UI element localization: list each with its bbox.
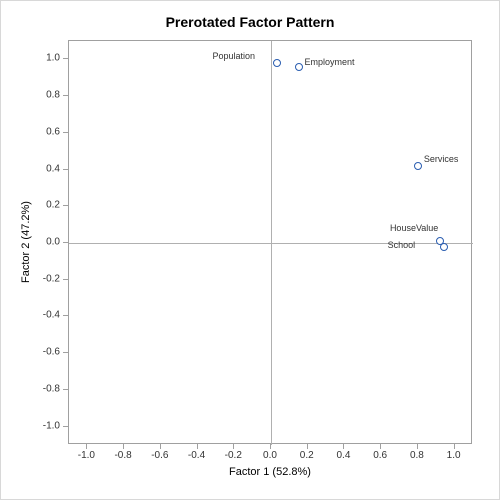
y-tick-mark [63,132,68,133]
x-tick-mark [233,444,234,449]
x-tick-label: 1.0 [447,450,461,461]
y-tick-label: -0.6 [43,347,60,358]
data-point [295,63,303,71]
y-tick-label: 0.6 [46,126,60,137]
y-tick-mark [63,315,68,316]
x-tick-mark [307,444,308,449]
x-tick-label: 0.0 [263,450,277,461]
y-tick-mark [63,169,68,170]
y-tick-label: 0.4 [46,163,60,174]
x-tick-mark [160,444,161,449]
x-tick-label: 0.4 [337,450,351,461]
factor-pattern-chart: Prerotated Factor Pattern Population Empl… [0,0,500,500]
x-tick-mark [197,444,198,449]
data-point-label: Employment [305,57,355,67]
x-tick-mark [417,444,418,449]
x-tick-label: 0.6 [373,450,387,461]
y-tick-mark [63,279,68,280]
x-tick-label: 0.8 [410,450,424,461]
x-tick-label: -1.0 [78,450,95,461]
x-tick-mark [454,444,455,449]
x-tick-mark [343,444,344,449]
chart-title: Prerotated Factor Pattern [0,14,500,30]
y-tick-mark [63,205,68,206]
x-tick-label: -0.4 [188,450,205,461]
y-tick-label: 0.0 [46,237,60,248]
y-tick-mark [63,95,68,96]
y-tick-label: -0.2 [43,273,60,284]
x-tick-mark [86,444,87,449]
x-tick-label: -0.8 [114,450,131,461]
zero-line-vertical [271,41,272,445]
data-point [414,162,422,170]
y-tick-mark [63,352,68,353]
y-tick-label: 0.8 [46,90,60,101]
x-tick-mark [270,444,271,449]
x-tick-mark [380,444,381,449]
y-tick-mark [63,242,68,243]
x-tick-label: 0.2 [300,450,314,461]
data-point-label: School [388,240,416,250]
data-point-label: HouseValue [390,223,438,233]
y-tick-label: -1.0 [43,420,60,431]
y-tick-mark [63,58,68,59]
y-tick-mark [63,389,68,390]
y-tick-label: -0.4 [43,310,60,321]
data-point [440,243,448,251]
y-tick-label: 1.0 [46,53,60,64]
x-tick-label: -0.6 [151,450,168,461]
x-axis-title: Factor 1 (52.8%) [68,466,472,478]
data-point-label: Population [213,51,256,61]
y-tick-mark [63,426,68,427]
data-point [273,59,281,67]
y-tick-label: 0.2 [46,200,60,211]
data-point-label: Services [424,154,459,164]
x-tick-label: -0.2 [225,450,242,461]
y-axis-title: Factor 2 (47.2%) [20,40,32,444]
y-tick-label: -0.8 [43,383,60,394]
x-tick-mark [123,444,124,449]
plot-area: Population Employment Services HouseValue Sc… [68,40,472,444]
